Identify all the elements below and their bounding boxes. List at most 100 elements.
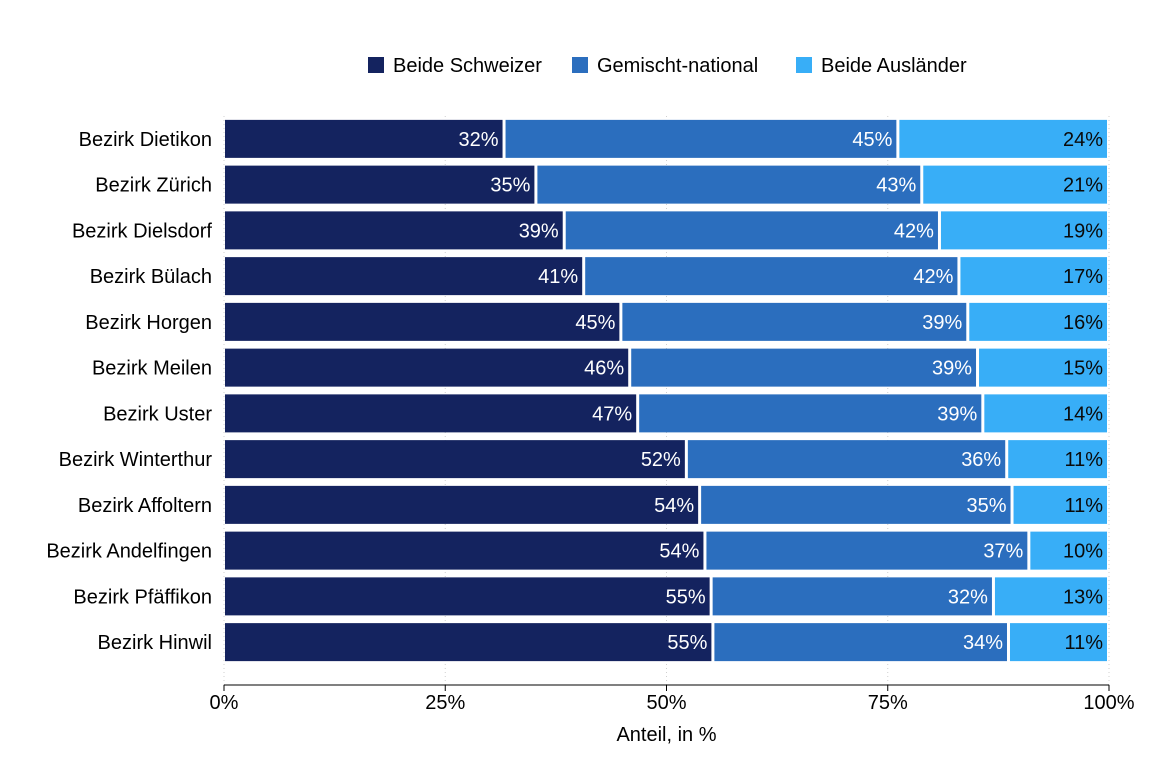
category-label: Bezirk Bülach (90, 266, 212, 288)
data-label: 47% (592, 403, 632, 425)
bar-segment (960, 257, 1107, 296)
data-label: 32% (459, 129, 499, 151)
data-label: 54% (654, 495, 694, 517)
category-label: Bezirk Horgen (85, 312, 212, 334)
bar-segment (225, 348, 629, 387)
data-label: 24% (1063, 129, 1103, 151)
data-label: 35% (967, 495, 1007, 517)
category-label: Bezirk Affoltern (78, 495, 212, 517)
data-label: 46% (584, 358, 624, 380)
x-tick-label: 25% (425, 692, 465, 714)
data-label: 34% (963, 632, 1003, 654)
x-tick-label: 0% (210, 692, 239, 714)
x-tick-label: 75% (868, 692, 908, 714)
data-label: 39% (937, 403, 977, 425)
bar-segment (899, 119, 1107, 158)
category-label: Bezirk Winterthur (59, 449, 213, 471)
bar-segment (1013, 485, 1107, 524)
bar-segment (505, 119, 897, 158)
bar-segment (979, 348, 1107, 387)
legend-swatch (796, 57, 812, 73)
bar-segment (923, 165, 1107, 204)
category-label: Bezirk Dietikon (79, 129, 212, 151)
legend-label: Beide Schweizer (393, 55, 542, 77)
data-label: 45% (852, 129, 892, 151)
bar-segment (225, 302, 620, 341)
bar-segment (687, 440, 1006, 479)
category-label: Bezirk Uster (103, 403, 212, 425)
data-label: 13% (1063, 586, 1103, 608)
data-label: 11% (1064, 632, 1103, 654)
bar-segment (225, 119, 503, 158)
category-label: Bezirk Dielsdorf (72, 220, 212, 242)
data-label: 55% (666, 586, 706, 608)
x-axis: 0% 25% 50% 75% 100% Anteil, in % (210, 684, 1135, 746)
x-tick-label: 50% (646, 692, 686, 714)
bar-segment (565, 211, 938, 250)
data-label: 39% (519, 220, 559, 242)
bar-segment (984, 394, 1107, 433)
data-label: 39% (932, 358, 972, 380)
bar-segment (225, 531, 704, 570)
legend-swatch (368, 57, 384, 73)
bar-segment (1008, 440, 1107, 479)
data-label: 52% (641, 449, 681, 471)
data-label: 21% (1063, 175, 1103, 197)
legend-swatch (572, 57, 588, 73)
bar-segment (712, 577, 992, 616)
data-label: 17% (1063, 266, 1103, 288)
bar-segment (225, 394, 637, 433)
category-label: Bezirk Meilen (92, 358, 212, 380)
bar-segment (631, 348, 977, 387)
data-label: 43% (876, 175, 916, 197)
category-label: Bezirk Zürich (95, 175, 212, 197)
category-labels: Bezirk Dietikon Bezirk Zürich Bezirk Diels… (46, 129, 212, 654)
data-label: 15% (1063, 358, 1103, 380)
bar-segment (225, 485, 699, 524)
bar-segment (940, 211, 1107, 250)
legend-item: Beide Schweizer (368, 55, 542, 77)
bars: 32% 45% 24% 35% 43% 21% 39% 42% 19% 41% 42% 17% 45% 3… (225, 119, 1107, 662)
data-label: 45% (575, 312, 615, 334)
data-label: 42% (913, 266, 953, 288)
data-label: 35% (490, 175, 530, 197)
legend-item: Beide Ausländer (796, 55, 967, 77)
category-label: Bezirk Hinwil (98, 632, 212, 654)
bar-segment (1030, 531, 1107, 570)
bar-segment (639, 394, 982, 433)
bar-segment (714, 623, 1007, 662)
bar-segment (969, 302, 1107, 341)
data-label: 14% (1063, 403, 1103, 425)
bar-segment (225, 165, 535, 204)
x-axis-title: Anteil, in % (616, 724, 716, 746)
bar-segment (537, 165, 921, 204)
bar-segment (706, 531, 1028, 570)
bar-segment (701, 485, 1011, 524)
legend-label: Beide Ausländer (821, 55, 967, 77)
data-label: 54% (659, 541, 699, 563)
bar-segment (225, 440, 685, 479)
data-label: 32% (948, 586, 988, 608)
category-label: Bezirk Pfäffikon (73, 586, 212, 608)
data-label: 36% (961, 449, 1001, 471)
data-label: 11% (1064, 449, 1103, 471)
bar-segment (225, 577, 710, 616)
bar-segment (225, 211, 563, 250)
data-label: 55% (667, 632, 707, 654)
bar-segment (1009, 623, 1107, 662)
bar-segment (622, 302, 967, 341)
legend: Beide Schweizer Gemischt-national Beide Au… (368, 55, 967, 77)
data-label: 39% (922, 312, 962, 334)
bar-segment (994, 577, 1107, 616)
legend-label: Gemischt-national (597, 55, 758, 77)
legend-item: Gemischt-national (572, 55, 758, 77)
data-label: 10% (1063, 541, 1103, 563)
data-label: 16% (1063, 312, 1103, 334)
bar-segment (585, 257, 958, 296)
data-label: 41% (538, 266, 578, 288)
category-label: Bezirk Andelfingen (46, 541, 212, 563)
data-label: 42% (894, 220, 934, 242)
data-label: 37% (983, 541, 1023, 563)
